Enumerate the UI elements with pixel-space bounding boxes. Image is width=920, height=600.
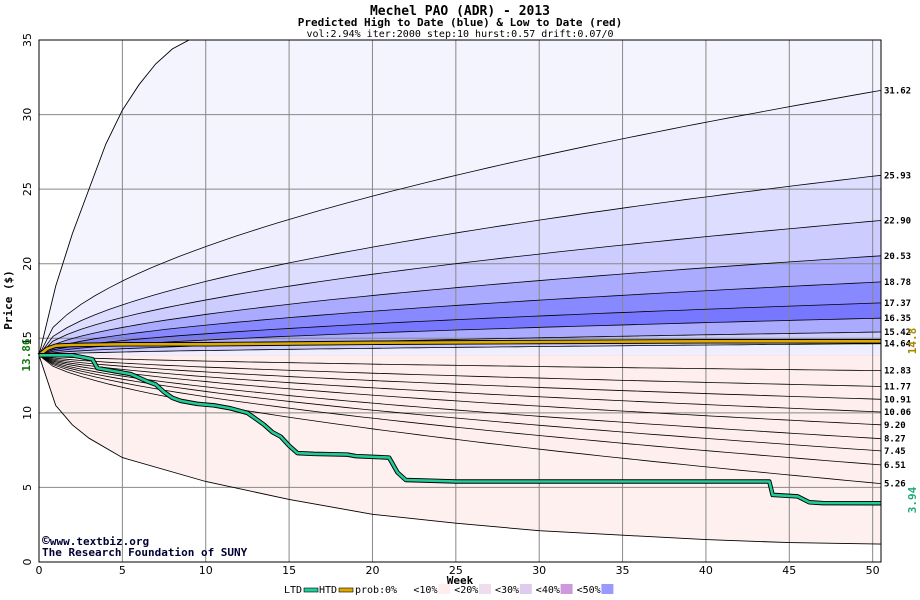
copyright-icon: ©	[42, 534, 50, 549]
legend-prob-label-2: <20%	[454, 585, 478, 596]
legend-htd-swatch	[338, 587, 354, 593]
start-price-label: 13.86	[20, 338, 33, 371]
upper-boundary-5	[38, 281, 882, 356]
upper-band-label-2: 25.93	[884, 171, 911, 181]
lower-band-label-8: 6.51	[884, 461, 906, 471]
upper-band-label-3: 22.90	[884, 216, 911, 226]
upper-band-label-8: 15.42	[884, 328, 911, 338]
x-tick-25: 25	[449, 564, 463, 577]
y-tick-30: 30	[21, 108, 34, 122]
lower-band-label-5: 9.20	[884, 421, 906, 431]
y-tick-15: 15	[21, 331, 34, 345]
lower-band-label-7: 7.45	[884, 447, 906, 457]
lower-boundary-6	[38, 354, 882, 440]
x-tick-0: 0	[36, 564, 43, 577]
lower-band-label-6: 8.27	[884, 435, 906, 445]
upper-band-9	[39, 343, 881, 356]
upper-band-label-4: 20.53	[884, 252, 911, 262]
lower-boundary-5	[38, 354, 882, 426]
lower-boundary-7	[38, 354, 882, 452]
legend-ltd-label: LTD	[284, 585, 302, 596]
data-lines	[37, 39, 882, 545]
y-tick-5: 5	[21, 484, 34, 491]
x-tick-35: 35	[616, 564, 630, 577]
upper-band-label-9: 14.64	[884, 340, 912, 350]
legend-prob-label-0: 0%	[385, 585, 397, 596]
credit: ©www.textbiz.org The Research Foundation…	[42, 534, 248, 559]
credit-url: ©www.textbiz.org	[42, 534, 149, 549]
lower-band-label-4: 10.06	[884, 408, 911, 418]
legend-prob-label-5: <50%	[577, 585, 601, 596]
htd-line	[38, 340, 881, 357]
y-tick-20: 20	[21, 257, 34, 271]
chart-title: Mechel PAO (ADR) - 2013	[370, 4, 550, 19]
ltd-end-label: 3.94	[906, 486, 919, 513]
credit-line-2: The Research Foundation of SUNY	[42, 546, 248, 559]
upper-band-label-6: 17.37	[884, 299, 911, 309]
lower-boundary-1	[38, 354, 882, 371]
upper-boundary-1	[38, 90, 882, 356]
x-tick-30: 30	[532, 564, 546, 577]
y-tick-25: 25	[21, 182, 34, 196]
lower-boundary-4	[38, 354, 882, 413]
legend-prob-label-4: <40%	[536, 585, 560, 596]
lower-boundary-3	[38, 354, 882, 400]
legend-prob-swatch-4	[560, 584, 573, 594]
upper-boundary-2	[38, 174, 882, 356]
y-axis-label: Price ($)	[2, 270, 15, 330]
lower-band-label-9: 5.26	[884, 480, 906, 490]
x-tick-20: 20	[365, 564, 379, 577]
credit-line-1: www.textbiz.org	[50, 535, 149, 548]
legend-prob-label-3: <30%	[495, 585, 519, 596]
legend-prob-swatch-0	[397, 584, 410, 594]
lower-band-label-2: 11.77	[884, 382, 911, 392]
plot-frame	[38, 39, 882, 563]
x-axis-label: Week	[447, 574, 474, 587]
legend-ltd-swatch	[303, 587, 319, 593]
lower-band-9	[39, 355, 881, 484]
x-tick-15: 15	[282, 564, 296, 577]
upper-boundary-4	[38, 255, 882, 356]
upper-boundary-7	[38, 317, 882, 356]
upper-band-label-7: 16.35	[884, 314, 911, 324]
upper-boundary-8	[38, 331, 882, 356]
lower-boundary-8	[38, 354, 882, 466]
x-tick-5: 5	[119, 564, 126, 577]
lower-boundary-2	[38, 354, 882, 387]
chart-subtitle: Predicted High to Date (blue) & Low to D…	[298, 16, 623, 29]
x-tick-40: 40	[699, 564, 713, 577]
x-tick-10: 10	[199, 564, 213, 577]
legend-prob-swatch-2	[479, 584, 491, 594]
legend-prob-swatch-1	[438, 584, 451, 594]
upper-band-label-5: 18.78	[884, 278, 911, 288]
outer-lower-line	[38, 355, 882, 545]
legend: LTD HTD prob: 0% <10% <20% <30% <40% <50%	[284, 584, 614, 596]
legend-htd-label: HTD	[319, 585, 337, 596]
legend-prob-prefix: prob:	[355, 585, 385, 596]
y-tick-10: 10	[21, 406, 34, 420]
y-tick-35: 35	[21, 33, 34, 47]
upper-boundary-3	[38, 220, 882, 356]
upper-boundary-9	[38, 343, 882, 356]
legend-prob-swatch-5	[601, 584, 614, 594]
chart-params: vol:2.94% iter:2000 step:10 hurst:0.57 d…	[306, 29, 613, 40]
lower-band-label-1: 12.83	[884, 367, 911, 377]
legend-prob-swatch-3	[519, 584, 532, 594]
legend-prob-label-1: <10%	[413, 585, 437, 596]
htd-end-label: 14.8	[906, 328, 919, 355]
upper-boundary-6	[38, 302, 882, 356]
y-tick-0: 0	[21, 559, 34, 566]
axes: 31.62 25.93 22.90 20.53 18.78 17.37 16.35 15.42…	[21, 33, 912, 577]
x-tick-45: 45	[782, 564, 796, 577]
outer-upper-line	[38, 39, 881, 356]
ltd-line	[39, 354, 882, 505]
lower-band-label-3: 10.91	[884, 395, 911, 405]
x-tick-50: 50	[866, 564, 880, 577]
upper-band-label-1: 31.62	[884, 86, 911, 96]
